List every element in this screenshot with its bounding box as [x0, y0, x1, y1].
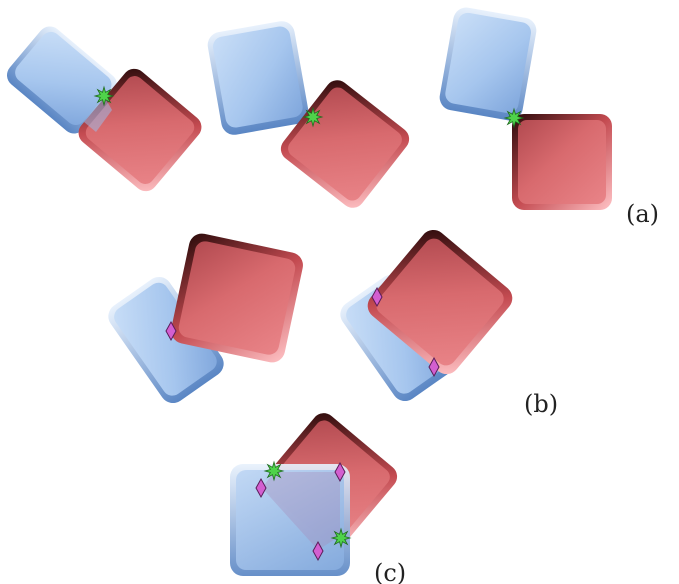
star-icon	[93, 85, 115, 107]
panel-label-a: (a)	[626, 200, 659, 228]
red-box	[512, 114, 612, 210]
red-box	[367, 229, 513, 375]
blue-box	[207, 21, 309, 135]
star-icon	[330, 527, 352, 549]
diamond-icon	[255, 477, 267, 499]
pair-a3	[439, 7, 612, 210]
overlap-region	[262, 472, 340, 550]
star-icon	[503, 107, 525, 129]
pair-a1	[6, 26, 202, 192]
red-box	[171, 233, 303, 363]
blue-box	[439, 7, 537, 121]
contact-markers	[93, 85, 525, 562]
star-icon	[302, 106, 324, 128]
red-box	[78, 68, 202, 192]
star-icon	[263, 460, 285, 482]
blue-box	[6, 26, 118, 134]
diamond-icon	[334, 461, 346, 483]
panel-label-c: (c)	[374, 559, 406, 584]
pair-b2	[340, 229, 513, 402]
diamond-icon	[165, 320, 177, 342]
diamond-icon	[428, 356, 440, 378]
diamond-icon	[371, 286, 383, 308]
pair-b1	[108, 233, 303, 404]
panel-label-b: (b)	[524, 390, 558, 418]
diamond-icon	[312, 540, 324, 562]
panel-b: (b)	[108, 229, 558, 418]
overlap-region	[84, 96, 112, 132]
blue-box	[108, 276, 224, 404]
panel-a: (a)	[6, 7, 659, 228]
